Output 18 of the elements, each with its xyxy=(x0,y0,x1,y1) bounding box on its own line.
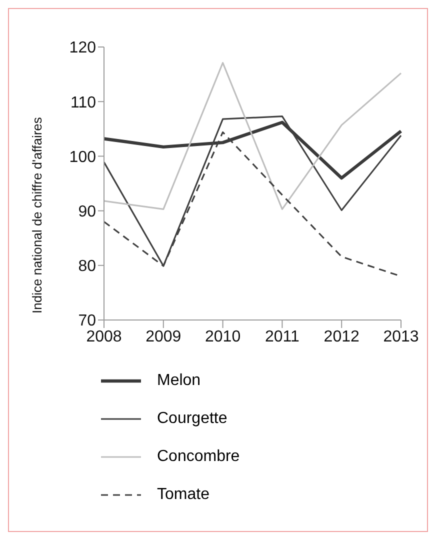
y-tick-label: 110 xyxy=(70,94,96,112)
y-tick-label: 80 xyxy=(78,258,96,276)
y-axis-title: Indice national de chiffre d'affaires xyxy=(30,116,45,314)
y-tick-label: 120 xyxy=(69,40,96,57)
line-series xyxy=(103,62,402,210)
x-tick-label: 2010 xyxy=(205,328,241,346)
x-tick-label: 2013 xyxy=(383,328,419,346)
x-tick-label: 2009 xyxy=(146,328,182,346)
y-tick-label: 90 xyxy=(78,203,96,220)
x-tick-label: 2011 xyxy=(264,328,300,346)
legend-label: Courgette xyxy=(157,410,228,428)
legend-label: Tomate xyxy=(157,486,210,504)
x-tick-label: 2008 xyxy=(86,328,122,346)
y-tick-label: 100 xyxy=(69,148,96,166)
legend-label: Melon xyxy=(157,372,201,390)
x-tick-label: 2012 xyxy=(324,328,360,346)
legend-label: Concombre xyxy=(157,448,240,466)
y-tick-label: 70 xyxy=(78,312,96,330)
